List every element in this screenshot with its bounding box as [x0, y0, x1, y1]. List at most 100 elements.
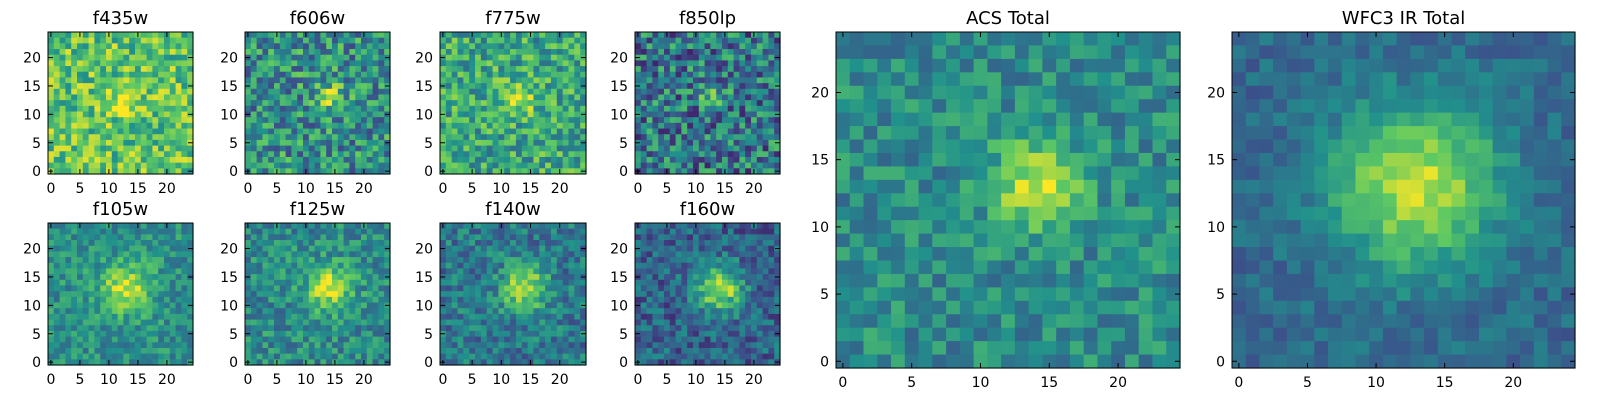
heatmap-cell — [664, 49, 671, 56]
heatmap-cell — [727, 296, 735, 304]
heatmap-cell — [268, 257, 275, 264]
heatmap-cell — [343, 139, 350, 147]
heatmap-cell — [515, 291, 523, 298]
heatmap-cell — [562, 302, 570, 309]
heatmap-cell — [175, 128, 182, 135]
y-tick-label: 5 — [32, 327, 41, 343]
heatmap-cell — [498, 353, 505, 360]
heatmap-cell — [756, 228, 764, 235]
heatmap-cell — [457, 100, 464, 107]
heatmap-cell — [486, 32, 494, 39]
heatmap-cell — [486, 228, 494, 235]
heatmap-cell — [451, 100, 459, 107]
heatmap-cell — [152, 94, 159, 101]
heatmap-cell — [135, 60, 142, 67]
heatmap-cell — [710, 162, 717, 169]
heatmap-cell — [262, 268, 269, 275]
heatmap-cell — [646, 117, 653, 124]
heatmap-cell — [681, 43, 688, 50]
heatmap-cell — [722, 94, 729, 101]
heatmap-cell — [274, 156, 281, 164]
heatmap-cell — [515, 330, 523, 338]
heatmap-cell — [504, 139, 511, 147]
heatmap-cell — [106, 94, 113, 101]
heatmap-cell — [279, 60, 287, 67]
heatmap-cell — [486, 268, 494, 275]
heatmap-cell — [53, 94, 61, 101]
heatmap-cell — [716, 168, 723, 175]
heatmap-cell — [556, 134, 564, 141]
heatmap-cell — [681, 32, 688, 39]
heatmap-cell — [457, 162, 464, 169]
heatmap-cell — [733, 32, 740, 39]
heatmap-cell — [510, 122, 517, 130]
heatmap-cell — [498, 77, 505, 84]
heatmap-cell — [349, 139, 356, 147]
x-tick-label: 20 — [355, 181, 373, 197]
heatmap-cell — [463, 100, 470, 107]
heatmap-cell — [550, 83, 558, 90]
heatmap-cell — [510, 262, 517, 270]
heatmap-cell — [562, 325, 570, 332]
heatmap-cell — [486, 234, 494, 241]
heatmap-cell — [140, 71, 148, 79]
heatmap-cell — [687, 139, 694, 147]
heatmap-cell — [635, 162, 642, 169]
heatmap-cell — [349, 77, 356, 84]
heatmap-cell — [440, 162, 447, 169]
heatmap-cell — [640, 251, 648, 258]
heatmap-cell — [366, 105, 374, 113]
heatmap-cell — [480, 319, 488, 326]
heatmap-cell — [768, 151, 775, 158]
heatmap-cell — [175, 223, 182, 230]
heatmap-cell — [100, 359, 107, 366]
heatmap-cell — [675, 32, 682, 39]
heatmap-cell — [77, 296, 84, 304]
heatmap-cell — [635, 257, 642, 264]
heatmap-cell — [510, 134, 517, 141]
heatmap-cell — [498, 336, 505, 343]
heatmap-cell — [169, 111, 177, 118]
heatmap-cell — [521, 37, 529, 44]
heatmap-cell — [320, 66, 327, 73]
heatmap-cell — [181, 223, 188, 230]
heatmap-cell — [521, 279, 529, 287]
heatmap-cell — [372, 128, 379, 135]
heatmap-cell — [291, 245, 298, 252]
heatmap-cell — [768, 66, 775, 73]
heatmap-cell — [556, 228, 564, 235]
heatmap-cell — [562, 251, 570, 258]
heatmap-cell — [48, 37, 55, 44]
heatmap-cell — [181, 257, 188, 264]
heatmap-cell — [146, 162, 153, 169]
heatmap-cell — [274, 347, 281, 355]
heatmap-cell — [140, 54, 148, 61]
heatmap-cell — [774, 156, 781, 164]
heatmap-cell — [739, 145, 746, 152]
heatmap-cell — [652, 168, 659, 175]
heatmap-cell — [384, 279, 391, 287]
heatmap-cell — [521, 66, 529, 73]
heatmap-cell — [440, 49, 447, 56]
heatmap-cell — [250, 353, 258, 360]
heatmap-cell — [580, 156, 587, 164]
heatmap-cell — [646, 234, 653, 241]
heatmap-cell — [343, 54, 350, 61]
heatmap-cell — [533, 128, 540, 135]
heatmap-cell — [135, 156, 142, 164]
heatmap-cell — [768, 37, 775, 44]
heatmap-cell — [480, 88, 488, 96]
heatmap-cell — [48, 162, 55, 169]
heatmap-cell — [274, 319, 281, 326]
heatmap-cell — [675, 71, 682, 79]
heatmap-cell — [268, 279, 275, 287]
heatmap-cell — [669, 43, 677, 50]
heatmap-cell — [664, 94, 671, 101]
heatmap-cell — [515, 100, 523, 107]
heatmap-cell — [727, 128, 735, 135]
heatmap-cell — [463, 308, 470, 315]
heatmap-cell — [756, 302, 764, 309]
heatmap-cell — [117, 302, 124, 309]
heatmap-cell — [568, 134, 575, 141]
heatmap-cell — [463, 32, 470, 39]
